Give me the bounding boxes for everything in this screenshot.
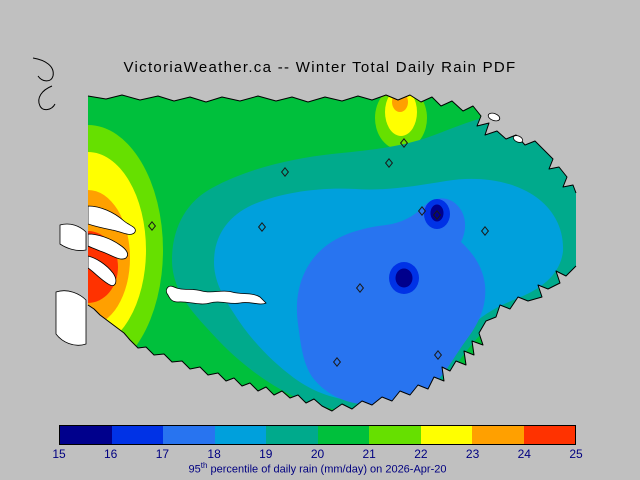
- colorbar-segment: [317, 426, 369, 444]
- north-coastline: [87, 94, 577, 194]
- far-coast-arc-1: [32, 57, 54, 82]
- contour-field: [88, 95, 576, 411]
- colorbar-tick-label: 25: [569, 447, 583, 461]
- station-marker: [384, 158, 394, 168]
- station-marker: [280, 167, 290, 177]
- gulf-islet-2: [512, 135, 524, 143]
- south-coastline: [87, 265, 577, 412]
- station-marker: [399, 138, 409, 148]
- contour-region-north-orange: [392, 95, 408, 112]
- colorbar-segment: [214, 426, 266, 444]
- caption-text: percentile of daily rain (mm/day) on 202…: [207, 463, 447, 476]
- inland-water: [88, 205, 267, 305]
- colorbar-tick-label: 15: [52, 447, 66, 461]
- colorbar-segment: [111, 426, 163, 444]
- colorbar-segment: [523, 426, 575, 444]
- saanich-inlet-finger-1: [88, 205, 136, 235]
- far-coast-arc-2: [38, 85, 56, 111]
- contour-region-navy-min-south: [395, 268, 413, 288]
- colorbar-tick-label: 17: [155, 447, 170, 461]
- station-marker: [147, 221, 157, 231]
- saanich-inlet-finger-2: [88, 233, 128, 260]
- station-marker: [257, 222, 267, 232]
- contour-region-navy-min-north: [430, 204, 444, 222]
- colorbar-tick-label: 22: [414, 447, 428, 461]
- station-marker: [332, 357, 342, 367]
- caption-superscript: th: [200, 461, 208, 470]
- station-marker: [432, 210, 442, 220]
- colorbar-tick-label: 19: [259, 447, 273, 461]
- station-marker: [480, 226, 490, 236]
- contour-region-north-yellow: [385, 95, 417, 136]
- west-shore-land-2: [55, 290, 87, 346]
- station-marker: [433, 350, 443, 360]
- colorbar: 15 16 17 18 19 20 21 22 23 24 25: [52, 425, 583, 461]
- colorbar-caption: 95th percentile of daily rain (mm/day) o…: [59, 461, 576, 476]
- colorbar-tick-label: 16: [104, 447, 118, 461]
- west-shore-land-1: [59, 223, 87, 251]
- saanich-inlet-finger-3: [88, 255, 117, 287]
- colorbar-segment: [163, 426, 215, 444]
- caption-value: 95: [188, 463, 201, 476]
- colorbar-segment: [369, 426, 421, 444]
- colorbar-segments: [59, 425, 576, 445]
- station-marker: [417, 206, 427, 216]
- colorbar-segment: [472, 426, 524, 444]
- station-marker: [355, 283, 365, 293]
- outside-domain-features: [32, 57, 524, 346]
- station-markers: [147, 138, 490, 367]
- gorge-waterway: [166, 285, 267, 305]
- map-title: VictoriaWeather.ca -- Winter Total Daily…: [123, 59, 517, 76]
- colorbar-segment: [266, 426, 318, 444]
- colorbar-segment: [420, 426, 472, 444]
- colorbar-tick-label: 21: [362, 447, 376, 461]
- colorbar-tick-label: 20: [310, 447, 325, 461]
- colorbar-tick-label: 23: [465, 447, 480, 461]
- colorbar-tick-label: 18: [207, 447, 221, 461]
- colorbar-tick-label: 24: [517, 447, 531, 461]
- contour-region-blue: [296, 198, 486, 405]
- colorbar-ticks: 15 16 17 18 19 20 21 22 23 24 25: [52, 447, 582, 461]
- gulf-islet-1: [487, 112, 501, 122]
- colorbar-segment: [60, 426, 112, 444]
